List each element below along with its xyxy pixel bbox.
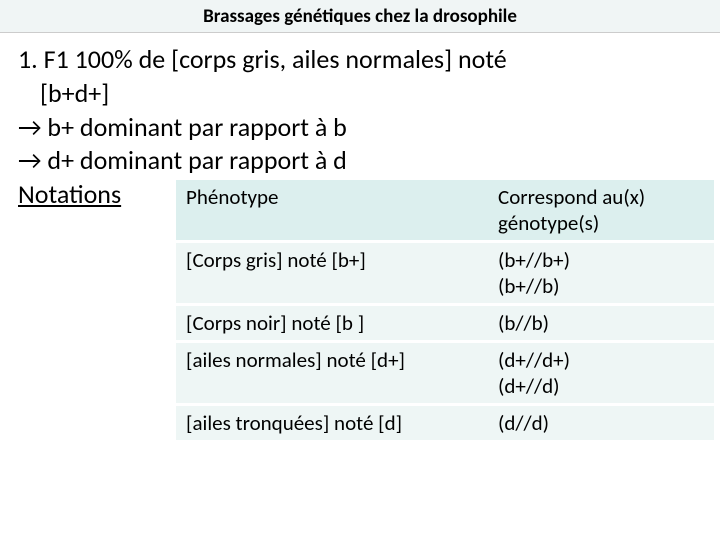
- cell-phenotype: [Corps gris] noté [b+]: [176, 241, 488, 304]
- table-row: [Corps noir] noté [b ] (b//b): [176, 304, 714, 341]
- col-header-phenotype: Phénotype: [176, 180, 488, 242]
- table-row: [ailes tronquées] noté [d] (d//d): [176, 404, 714, 441]
- table-row: [Corps gris] noté [b+] (b+//b+)(b+//b): [176, 241, 714, 304]
- cell-genotype: (d//d): [488, 404, 714, 441]
- header-title: Brassages génétiques chez la drosophile: [203, 5, 517, 28]
- cell-phenotype: [ailes normales] noté [d+]: [176, 341, 488, 404]
- col-header-genotype: Correspond au(x) génotype(s): [488, 180, 714, 242]
- cell-genotype: (d+//d+)(d+//d): [488, 341, 714, 404]
- page-header: Brassages génétiques chez la drosophile: [0, 0, 720, 33]
- phenotype-table-wrap: Phénotype Correspond au(x) génotype(s) […: [176, 180, 714, 443]
- line-2: → b+ dominant par rapport à b: [18, 111, 702, 145]
- table-header-row: Phénotype Correspond au(x) génotype(s): [176, 180, 714, 242]
- table-row: [ailes normales] noté [d+] (d+//d+)(d+//…: [176, 341, 714, 404]
- cell-phenotype: [ailes tronquées] noté [d]: [176, 404, 488, 441]
- line-1: 1. F1 100% de [corps gris, ailes normale…: [18, 43, 702, 77]
- cell-genotype: (b//b): [488, 304, 714, 341]
- notations-label: Notations: [18, 178, 178, 212]
- line-3: → d+ dominant par rapport à d: [18, 144, 702, 178]
- phenotype-table: Phénotype Correspond au(x) génotype(s) […: [176, 180, 714, 443]
- cell-phenotype: [Corps noir] noté [b ]: [176, 304, 488, 341]
- cell-genotype: (b+//b+)(b+//b): [488, 241, 714, 304]
- content-area: 1. F1 100% de [corps gris, ailes normale…: [0, 33, 720, 443]
- line-1b: [b+d+]: [18, 77, 702, 111]
